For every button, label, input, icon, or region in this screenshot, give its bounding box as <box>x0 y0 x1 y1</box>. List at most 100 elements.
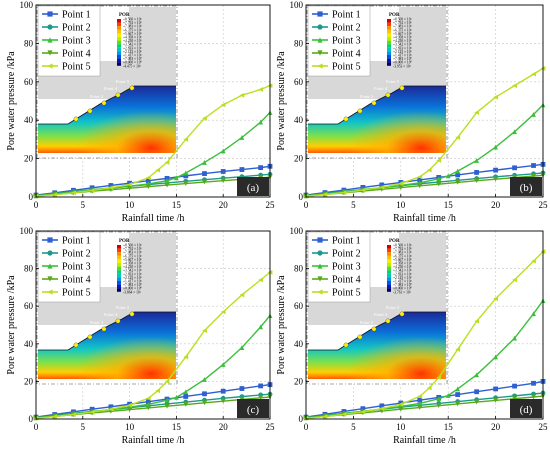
monitor-point-label: Point 1 <box>62 110 76 115</box>
monitor-point-label: Point 2 <box>346 328 360 333</box>
legend: Point 1 Point 2 Point 3 Point 4 Point 5 <box>307 231 371 303</box>
x-tick-label: 10 <box>125 422 135 432</box>
series-point-5 <box>303 249 546 421</box>
colorbar-value: +1.417 × 10¹ <box>393 54 412 58</box>
colorbar-swatch <box>387 40 391 45</box>
data-point <box>145 175 151 181</box>
legend-label: Point 5 <box>332 62 361 73</box>
monitor-point-label: Point 3 <box>360 94 374 99</box>
data-point <box>512 129 517 135</box>
inset-sky-upper <box>129 7 176 61</box>
monitor-point-label: Point 4 <box>104 86 118 91</box>
data-point <box>341 411 347 417</box>
data-point <box>474 399 480 405</box>
data-point <box>202 391 207 397</box>
data-point <box>426 385 432 391</box>
colorbar-value: +0.000 × 10⁰ <box>393 287 413 291</box>
data-point <box>239 167 245 172</box>
colorbar-value: -3.761 × 10¹ <box>393 290 411 294</box>
data-point <box>455 135 461 140</box>
data-point <box>127 180 132 186</box>
monitor-point-label: Point 3 <box>360 320 374 325</box>
colorbar-value: +1.417 × 10¹ <box>123 280 142 284</box>
y-tick-label: 0 <box>299 192 304 202</box>
x-tick-label: 25 <box>539 422 549 432</box>
legend-label: Point 5 <box>62 288 91 299</box>
data-point <box>474 178 480 184</box>
panel-label-text: (d) <box>520 404 533 416</box>
colorbar-value: +4.250 × 10¹ <box>393 265 412 269</box>
data-point <box>317 276 323 282</box>
data-point <box>155 388 161 394</box>
data-point <box>127 182 132 187</box>
monitor-point-dot <box>87 108 93 114</box>
x-tick-label: 25 <box>539 200 549 210</box>
x-tick-label: 20 <box>219 422 229 432</box>
legend-label: Point 4 <box>62 275 91 286</box>
monitor-point-dot <box>115 318 121 324</box>
data-point <box>202 377 207 382</box>
data-point <box>417 397 423 403</box>
legend-label: Point 2 <box>332 249 361 260</box>
data-point <box>531 258 536 264</box>
monitor-point-dot <box>343 342 349 348</box>
colorbar-swatch <box>117 284 121 289</box>
colorbar-value: +1.417 × 10¹ <box>123 54 142 58</box>
data-point <box>398 181 404 186</box>
data-point <box>183 173 189 179</box>
y-tick-label: 80 <box>24 264 34 274</box>
colorbar-title: POR <box>389 13 400 18</box>
data-point <box>145 405 151 411</box>
x-tick-label: 20 <box>491 200 501 210</box>
data-point <box>531 380 536 386</box>
monitor-point-dot <box>371 100 377 106</box>
colorbar-swatch <box>117 58 121 63</box>
colorbar-value: +1.417 × 10¹ <box>393 280 412 284</box>
data-point <box>512 383 517 389</box>
colorbar-title: POR <box>119 239 130 244</box>
y-axis-label: Pore water pressure /kPa <box>276 275 287 375</box>
x-axis-label: Rainfall time /h <box>393 435 456 446</box>
data-point <box>202 328 207 334</box>
data-point <box>258 165 264 171</box>
x-tick-label: 5 <box>351 200 356 210</box>
data-point <box>52 192 58 198</box>
legend-label: Point 1 <box>332 236 361 247</box>
data-point <box>108 183 114 188</box>
slope-surface <box>308 311 446 351</box>
legend-label: Point 4 <box>332 275 361 286</box>
data-point <box>202 179 207 185</box>
data-point <box>47 50 53 56</box>
colorbar-value: +3.542 × 10¹ <box>393 43 412 47</box>
y-tick-label: 60 <box>294 77 304 87</box>
colorbar-swatch <box>387 288 391 292</box>
colorbar-swatch <box>117 51 121 55</box>
data-point <box>493 386 498 392</box>
colorbar-value: +4.958 × 10¹ <box>393 262 412 266</box>
x-axis-label: Rainfall time /h <box>122 435 185 446</box>
data-point <box>220 388 226 394</box>
y-tick-label: 60 <box>24 77 34 87</box>
legend: Point 1 Point 2 Point 3 Point 4 Point 5 <box>37 5 101 77</box>
monitor-point-dot <box>357 108 363 114</box>
y-tick-label: 0 <box>29 192 34 202</box>
data-point <box>512 83 517 89</box>
axes-frame <box>305 4 544 198</box>
data-point <box>164 379 170 384</box>
colorbar-swatch <box>117 277 121 281</box>
colorbar-swatch <box>387 266 391 271</box>
monitor-point-dot <box>101 326 107 332</box>
data-point <box>317 11 323 17</box>
data-point <box>220 309 226 315</box>
colorbar-value: +7.083 × 10⁰ <box>393 283 413 287</box>
x-tick-label: 20 <box>491 422 501 432</box>
y-tick-label: 40 <box>24 115 34 125</box>
x-tick-label: 25 <box>266 200 276 210</box>
monitor-point-dot <box>399 85 405 91</box>
monitor-point-dot <box>73 342 79 348</box>
data-point <box>47 289 53 295</box>
data-point <box>164 403 170 409</box>
data-point <box>379 182 385 188</box>
y-tick-label: 80 <box>24 38 34 48</box>
x-tick-label: 15 <box>444 422 454 432</box>
